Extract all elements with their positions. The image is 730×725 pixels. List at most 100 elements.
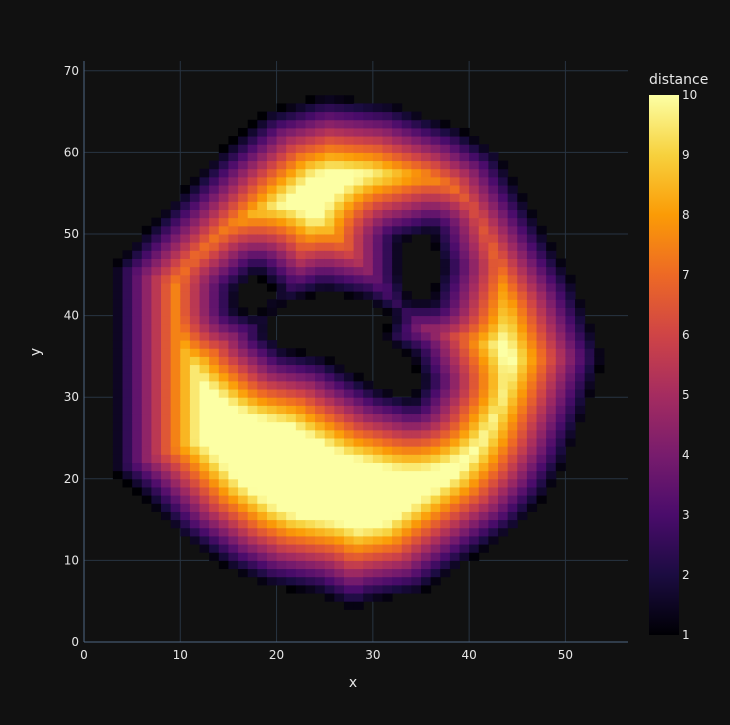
heatmap-cell bbox=[363, 568, 374, 578]
heatmap-cell bbox=[305, 527, 316, 537]
heatmap-cell bbox=[565, 397, 576, 406]
heatmap-cell bbox=[459, 127, 470, 137]
heatmap-cell bbox=[209, 519, 220, 529]
heatmap-cell bbox=[247, 389, 258, 398]
heatmap-cell bbox=[199, 470, 210, 480]
heatmap-cell bbox=[440, 486, 451, 496]
heatmap-cell bbox=[488, 193, 499, 202]
heatmap-cell bbox=[276, 299, 287, 308]
heatmap-cell bbox=[286, 552, 297, 561]
heatmap-cell bbox=[122, 323, 133, 333]
heatmap-cell bbox=[363, 274, 374, 284]
heatmap-cell bbox=[257, 250, 268, 259]
heatmap-cell bbox=[228, 544, 239, 553]
heatmap-cell bbox=[199, 454, 210, 463]
heatmap-cell bbox=[247, 397, 258, 406]
heatmap-cell bbox=[170, 519, 181, 529]
heatmap-cell bbox=[228, 176, 239, 186]
heatmap-cell bbox=[440, 511, 451, 521]
heatmap-cell bbox=[151, 462, 162, 472]
heatmap-cell bbox=[440, 356, 451, 366]
heatmap-cell bbox=[392, 201, 403, 211]
heatmap-cell bbox=[507, 446, 518, 455]
heatmap-cell bbox=[488, 527, 499, 537]
heatmap-cell bbox=[257, 331, 268, 341]
heatmap-cell bbox=[478, 421, 489, 431]
heatmap-cell bbox=[555, 397, 566, 406]
heatmap-cell bbox=[209, 544, 220, 553]
heatmap-cell bbox=[526, 478, 538, 488]
heatmap-cell bbox=[507, 331, 518, 341]
heatmap-cell bbox=[324, 233, 335, 243]
heatmap-cell bbox=[363, 160, 374, 170]
heatmap-cell bbox=[440, 454, 451, 463]
heatmap-cell bbox=[440, 217, 451, 227]
heatmap-cell bbox=[238, 331, 249, 341]
heatmap-cell bbox=[420, 323, 432, 333]
heatmap-cell bbox=[353, 552, 364, 561]
heatmap-cell bbox=[141, 307, 152, 317]
heatmap-cell bbox=[189, 446, 201, 455]
heatmap-cell bbox=[449, 160, 461, 170]
heatmap-cell bbox=[517, 193, 528, 202]
heatmap-cell bbox=[334, 127, 345, 137]
heatmap-cell bbox=[209, 266, 220, 276]
heatmap-cell bbox=[324, 593, 335, 602]
heatmap-cell bbox=[517, 470, 528, 480]
heatmap-cell bbox=[132, 478, 143, 488]
heatmap-cell bbox=[228, 380, 239, 390]
heatmap-cell bbox=[286, 478, 297, 488]
heatmap-cell bbox=[276, 225, 287, 235]
heatmap-cell bbox=[449, 176, 461, 186]
heatmap-cell bbox=[209, 185, 220, 194]
heatmap-cell bbox=[449, 152, 461, 162]
heatmap-cell bbox=[199, 299, 210, 308]
heatmap-cell bbox=[315, 413, 326, 423]
heatmap-cell bbox=[209, 160, 220, 170]
heatmap-cell bbox=[247, 421, 258, 431]
heatmap-cell bbox=[488, 331, 499, 341]
heatmap-cell bbox=[276, 364, 287, 374]
heatmap-cell bbox=[209, 348, 220, 357]
heatmap-cell bbox=[276, 527, 287, 537]
heatmap-cell bbox=[218, 380, 229, 390]
heatmap-cell bbox=[584, 389, 595, 398]
heatmap-cell bbox=[141, 470, 152, 480]
heatmap-cell bbox=[363, 380, 374, 390]
heatmap-cell bbox=[363, 511, 374, 521]
heatmap-cell bbox=[546, 478, 557, 488]
heatmap-cell bbox=[170, 323, 181, 333]
heatmap-cell bbox=[372, 568, 383, 578]
heatmap-cell bbox=[238, 340, 249, 349]
heatmap-cell bbox=[584, 380, 595, 390]
heatmap-cell bbox=[478, 405, 489, 415]
heatmap-cell bbox=[189, 486, 201, 496]
heatmap-cell bbox=[189, 470, 201, 480]
heatmap-cell bbox=[257, 323, 268, 333]
heatmap-cell bbox=[469, 258, 480, 268]
heatmap-cell bbox=[334, 568, 345, 578]
heatmap-cell bbox=[199, 291, 210, 300]
heatmap-cell bbox=[295, 552, 306, 561]
heatmap-cell bbox=[228, 152, 239, 162]
heatmap-cell bbox=[199, 397, 210, 406]
heatmap-cell bbox=[170, 282, 181, 292]
heatmap-cell bbox=[257, 503, 268, 512]
heatmap-cell bbox=[122, 470, 133, 480]
heatmap-cell bbox=[189, 299, 201, 308]
heatmap-cell bbox=[372, 421, 383, 431]
heatmap-cell bbox=[507, 266, 518, 276]
heatmap-cell bbox=[401, 511, 412, 521]
heatmap-cell bbox=[180, 356, 191, 366]
heatmap-cell bbox=[295, 421, 306, 431]
heatmap-cell bbox=[170, 446, 181, 455]
heatmap-cell bbox=[372, 299, 383, 308]
heatmap-cell bbox=[343, 233, 355, 243]
heatmap-cell bbox=[324, 144, 335, 153]
heatmap-cell bbox=[507, 250, 518, 259]
heatmap-cell bbox=[469, 160, 480, 170]
heatmap-cell bbox=[411, 168, 422, 178]
heatmap-cell bbox=[343, 291, 355, 300]
heatmap-cell bbox=[151, 397, 162, 406]
heatmap-cell bbox=[218, 193, 229, 202]
